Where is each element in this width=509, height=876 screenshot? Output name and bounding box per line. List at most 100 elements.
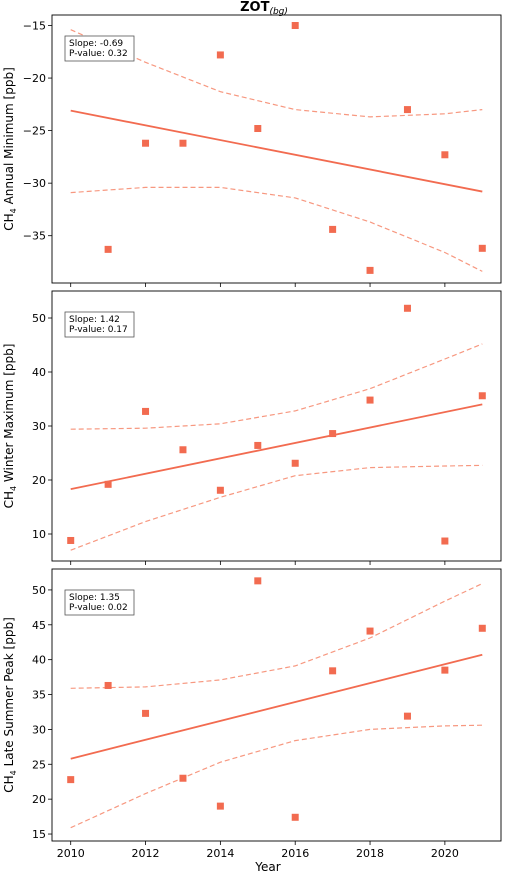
y-axis-label-subscript: 4	[9, 208, 18, 213]
subplot-1-frame	[51, 14, 502, 284]
subplot-3-data-point	[104, 681, 112, 689]
subplot-1-ci-upper	[70, 29, 483, 118]
subplot-3-data-point	[366, 627, 374, 635]
subplot-1-y-tick-label: −25	[23, 125, 46, 138]
subplot-2-stats-line: P-value: 0.17	[69, 325, 128, 335]
subplot-2-y-tick-label: 40	[32, 366, 46, 379]
subplot-1-data-point	[478, 244, 486, 252]
y-axis-label-subscript: 4	[9, 770, 18, 775]
subplot-2-data-point	[179, 446, 187, 454]
subplot-2-data-point	[104, 480, 112, 488]
y-axis-label-species: CH	[2, 491, 16, 508]
y-axis-label-text: Winter Maximum [ppb]	[2, 344, 16, 486]
subplot-1-data-point	[291, 22, 299, 30]
subplot-3-stats-line: Slope: 1.35	[69, 593, 120, 603]
subplot-3-data-point	[403, 712, 411, 720]
subplot-1-data-point	[329, 225, 337, 233]
subplot-2-data-point	[441, 537, 449, 545]
subplot-3-y-tick-label: 30	[32, 723, 46, 736]
subplot-3-y-tick-label: 15	[32, 828, 46, 841]
subplot-2-y-tick-label: 30	[32, 420, 46, 433]
subplot-3-x-tick-label: 2018	[356, 847, 384, 860]
y-axis-label-subscript: 4	[9, 486, 18, 491]
subplot-1-y-tick-label: −35	[23, 230, 46, 243]
subplot-3-y-axis-label: CH4 Late Summer Peak [ppb]	[2, 617, 18, 793]
subplot-3-stats-line: P-value: 0.02	[69, 603, 128, 613]
subplot-3-data-point	[329, 667, 337, 675]
subplot-2-y-tick-label: 20	[32, 474, 46, 487]
subplot-1: −35 −30 −25 −20 −15 Slope: -0.69P-value: 0.32…	[2, 14, 502, 287]
subplot-2-data-point	[403, 304, 411, 312]
subplot-3-x-tick-label: 2012	[132, 847, 160, 860]
y-axis-label-text: Annual Minimum [ppb]	[2, 67, 16, 208]
subplot-2-data-point	[142, 407, 150, 415]
subplot-3-data-point	[142, 709, 150, 717]
subplot-3-y-tick-label: 40	[32, 654, 46, 667]
subplot-2: 10 20 30 40 50 Slope: 1.42P-value: 0.17 CH4 Wi…	[2, 290, 502, 565]
subplot-1-data-point	[403, 106, 411, 114]
subplot-3-data-point	[216, 802, 224, 810]
subplot-3-ci-upper	[70, 583, 483, 689]
subplot-1-y-tick-label: −30	[23, 177, 46, 190]
subplot-3: 15 20 25 30 35 40 45 50 2010 2012 2014 2016 2018 2020…	[2, 568, 502, 860]
subplot-3-x-tick-label: 2010	[57, 847, 85, 860]
subplot-1-stats-line: P-value: 0.32	[69, 49, 128, 59]
subplot-1-y-axis-label: CH4 Annual Minimum [ppb]	[2, 67, 18, 230]
subplot-1-data-point	[104, 245, 112, 253]
subplot-1-stats-line: Slope: -0.69	[69, 39, 123, 49]
subplot-3-data-point	[254, 577, 262, 585]
subplot-1-trend-line	[70, 109, 483, 193]
subplot-1-data-point	[216, 51, 224, 59]
subplot-1-ci-lower	[70, 186, 483, 272]
y-axis-label-text: Late Summer Peak [ppb]	[2, 617, 16, 770]
subplot-3-data-point	[441, 666, 449, 674]
subplot-3-y-tick-label: 35	[32, 689, 46, 702]
x-axis-label: Year	[254, 860, 280, 874]
subplot-2-data-point	[291, 459, 299, 467]
subplot-1-data-point	[366, 266, 374, 274]
subplot-3-x-tick-label: 2014	[206, 847, 234, 860]
subplot-2-ci-upper	[70, 343, 483, 430]
y-axis-label-species: CH	[2, 775, 16, 792]
subplot-2-data-point	[329, 430, 337, 438]
subplot-3-y-tick-label: 50	[32, 584, 46, 597]
subplot-3-stats-box	[64, 589, 135, 616]
subplot-3-data-point	[478, 624, 486, 632]
subplot-2-trend-line	[70, 403, 483, 491]
subplot-3-trend-line	[70, 653, 483, 760]
subplot-1-data-point	[142, 139, 150, 147]
subplot-2-data-point	[216, 486, 224, 494]
subplot-2-ci-lower	[70, 464, 483, 551]
figure-title-subscript: (bg)	[269, 7, 287, 17]
subplot-1-data-point	[179, 139, 187, 147]
subplot-2-data-point	[254, 441, 262, 449]
subplot-3-x-tick-label: 2016	[281, 847, 309, 860]
subplot-2-data-point	[67, 536, 75, 544]
subplot-1-data-point	[441, 151, 449, 159]
subplot-3-y-tick-label: 45	[32, 619, 46, 632]
y-axis-label-species: CH	[2, 213, 16, 230]
subplot-3-data-point	[291, 813, 299, 821]
subplot-3-y-tick-label: 20	[32, 793, 46, 806]
subplot-3-ci-lower	[70, 724, 483, 829]
subplot-2-y-axis-label: CH4 Winter Maximum [ppb]	[2, 344, 18, 509]
subplot-3-data-point	[67, 776, 75, 784]
subplot-2-stats-line: Slope: 1.42	[69, 315, 120, 325]
figure-title-main: ZOT	[240, 0, 269, 15]
subplot-1-stats-box	[64, 35, 135, 62]
subplot-2-stats-box	[64, 311, 135, 338]
subplot-2-y-tick-label: 10	[32, 528, 46, 541]
subplot-3-data-point	[179, 774, 187, 782]
subplot-2-data-point	[366, 396, 374, 404]
figure-title: ZOT(bg)	[240, 0, 288, 17]
subplot-1-y-tick-label: −15	[23, 20, 46, 33]
subplot-stack: −35 −30 −25 −20 −15 Slope: -0.69P-value: 0.32…	[2, 14, 502, 860]
subplot-3-frame	[51, 568, 502, 842]
subplot-3-x-tick-label: 2020	[431, 847, 459, 860]
subplot-2-data-point	[478, 392, 486, 400]
subplot-1-data-point	[254, 125, 262, 133]
subplot-3-y-tick-label: 25	[32, 758, 46, 771]
subplot-2-y-tick-label: 50	[32, 312, 46, 325]
subplot-1-y-tick-label: −20	[23, 72, 46, 85]
